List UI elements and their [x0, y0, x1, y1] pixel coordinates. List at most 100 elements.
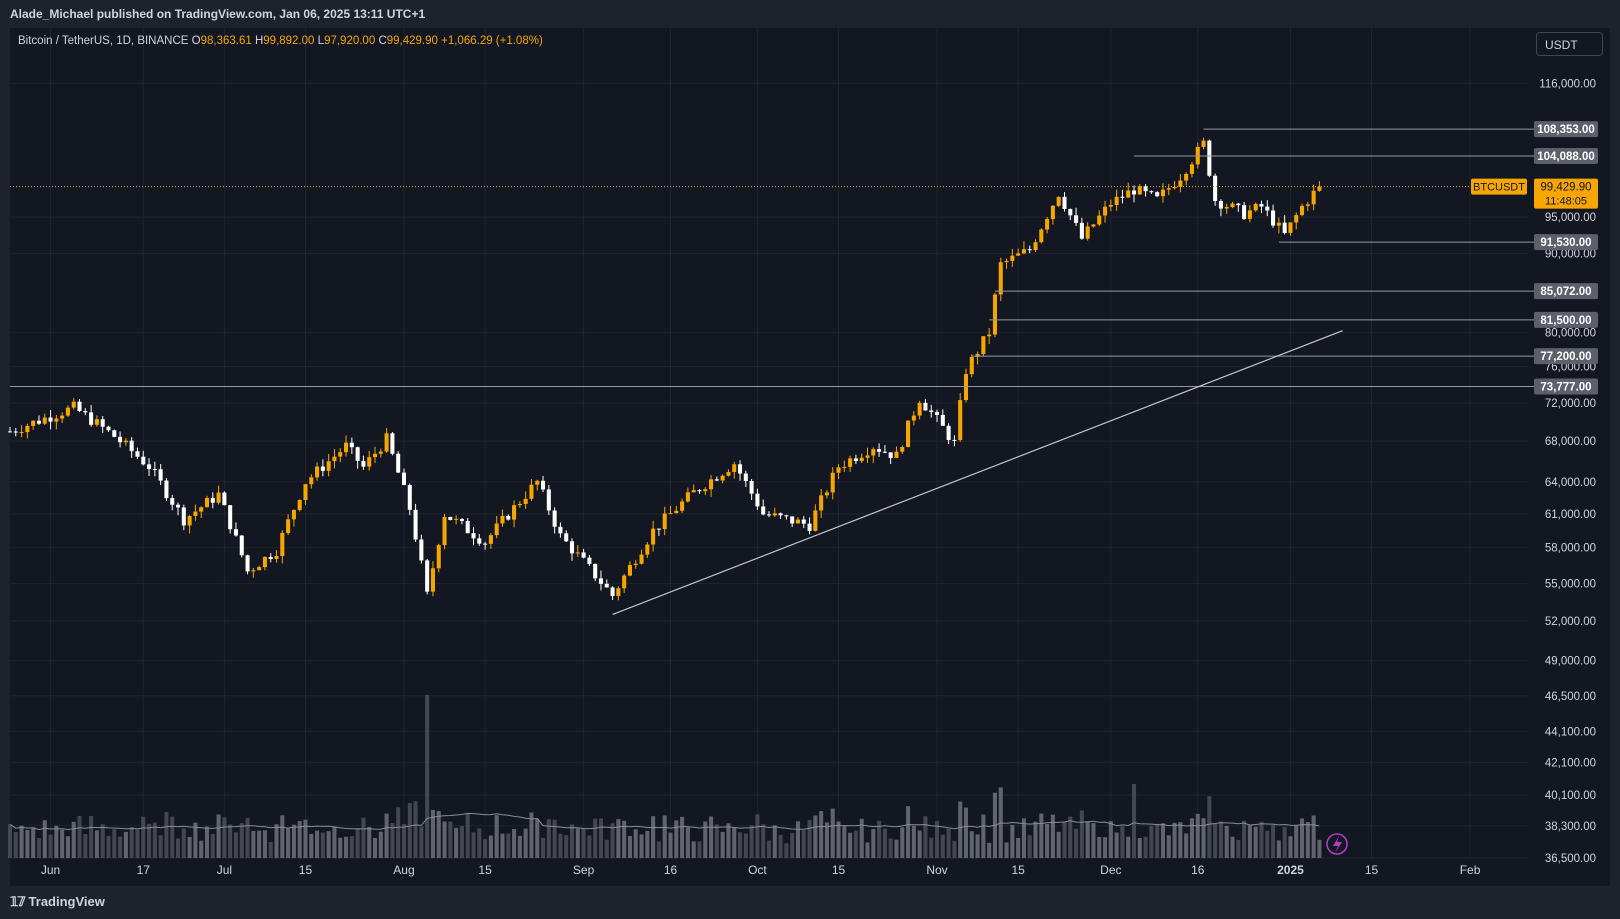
price-tick-label: 44,100.00	[1545, 726, 1596, 738]
volume-bar	[494, 815, 499, 858]
volume-bar	[940, 834, 945, 858]
price-tick-label: 80,000.00	[1545, 327, 1596, 339]
candle-body	[483, 543, 488, 545]
volume-bar	[274, 824, 279, 858]
volume-bar	[1056, 831, 1061, 858]
candle-body	[512, 505, 517, 520]
candle-body	[1230, 203, 1235, 208]
volume-bar	[1143, 836, 1148, 858]
candle-body	[1300, 205, 1305, 216]
candle-body	[651, 528, 656, 545]
candle-body	[500, 515, 505, 524]
symbol-badge-label: BTCUSDT	[1473, 182, 1525, 194]
candle-body	[1311, 190, 1316, 205]
candle-body	[19, 432, 24, 434]
candle-body	[581, 552, 586, 558]
volume-bar	[245, 817, 250, 858]
volume-bar	[1108, 821, 1113, 858]
volume-bar	[164, 811, 169, 858]
candle-body	[245, 555, 250, 572]
candle-body	[616, 588, 621, 597]
candle-body	[830, 472, 835, 493]
volume-bar	[112, 829, 117, 858]
level-badge-label: 77,200.00	[1540, 351, 1591, 363]
candle-body	[906, 420, 911, 448]
candle-body	[1317, 186, 1322, 191]
volume-bar	[199, 840, 204, 858]
candle-body	[998, 262, 1003, 295]
time-tick-label: 15	[478, 863, 492, 877]
candle-body	[1189, 164, 1194, 174]
price-tick-label: 55,000.00	[1545, 578, 1596, 590]
trendline[interactable]	[612, 330, 1343, 616]
volume-bar	[31, 827, 36, 858]
candle-body	[54, 418, 59, 422]
volume-bar	[1230, 836, 1235, 858]
candle-body	[1074, 215, 1079, 223]
symbol-legend[interactable]: Bitcoin / TetherUS, 1D, BINANCE O98,363.…	[18, 35, 543, 47]
candle-body	[842, 466, 847, 468]
candle-body	[1143, 186, 1148, 192]
candle-body	[210, 497, 215, 503]
candle-body	[917, 402, 922, 416]
tradingview-brand[interactable]: 𝟙𝟟 TradingView	[10, 894, 105, 910]
level-badge-label: 73,777.00	[1540, 382, 1591, 394]
volume-bar	[778, 834, 783, 858]
volume-bar	[448, 821, 453, 858]
candle-body	[546, 489, 551, 511]
volume-bar	[685, 827, 690, 858]
time-axis[interactable]: Jun 17 Jul 15 Aug 15 Sep 16 Oct 15 Nov 15 Dec 16 2025 1…	[41, 863, 1481, 877]
price-axis[interactable]: 116,000.00 95,000.00 90,000.00 80,000.00 76,…	[1539, 78, 1596, 865]
volume-bar	[726, 823, 731, 858]
volume-bar	[1172, 822, 1177, 858]
candle-body	[784, 515, 789, 517]
candle-body	[216, 492, 221, 503]
candle-body	[755, 493, 760, 507]
candle-body	[448, 516, 453, 520]
candle-body	[645, 544, 650, 555]
volume-bar	[1126, 836, 1131, 858]
volume-bar	[135, 829, 140, 858]
candle-body	[315, 466, 320, 478]
volume-bar	[297, 821, 302, 858]
volume-bar	[407, 803, 412, 858]
volume-bar	[923, 816, 928, 858]
time-tick-label: Nov	[926, 863, 947, 877]
candle-body	[627, 565, 632, 576]
chart-panel[interactable]	[10, 28, 1610, 886]
candle-body	[407, 484, 412, 510]
candle-body	[1213, 175, 1218, 202]
candle-body	[413, 509, 418, 540]
volume-bar	[1085, 821, 1090, 858]
candle-body	[622, 575, 627, 589]
volume-bar	[384, 813, 389, 858]
candle-body	[1276, 222, 1281, 226]
currency-button[interactable]: USDT	[1536, 32, 1603, 56]
volume-bar	[454, 827, 459, 858]
volume-bar	[709, 816, 714, 858]
candle-body	[372, 453, 378, 458]
replay-icon[interactable]	[1326, 833, 1348, 855]
candle-body	[790, 516, 795, 524]
volume-bar	[981, 814, 986, 858]
volume-bar	[656, 841, 661, 858]
candle-body	[732, 464, 737, 472]
change-value: +1,066.29 (+1.08%)	[441, 35, 543, 47]
volume-bar	[558, 833, 563, 858]
volume-bar	[1288, 836, 1293, 858]
volume-bar	[836, 821, 841, 858]
volume-bar	[152, 822, 157, 858]
volume-bar	[303, 819, 308, 858]
level-badge	[1534, 311, 1598, 328]
candle-body	[604, 583, 609, 588]
volume-bar	[1305, 822, 1310, 858]
candle-body	[848, 458, 853, 467]
volume-bar	[170, 816, 175, 858]
volume-bar	[141, 816, 146, 858]
candle-body	[1155, 192, 1160, 197]
volume-bar	[732, 827, 737, 858]
volume-bar	[291, 824, 296, 858]
candle-body	[262, 556, 267, 568]
candle-body	[1097, 215, 1102, 225]
